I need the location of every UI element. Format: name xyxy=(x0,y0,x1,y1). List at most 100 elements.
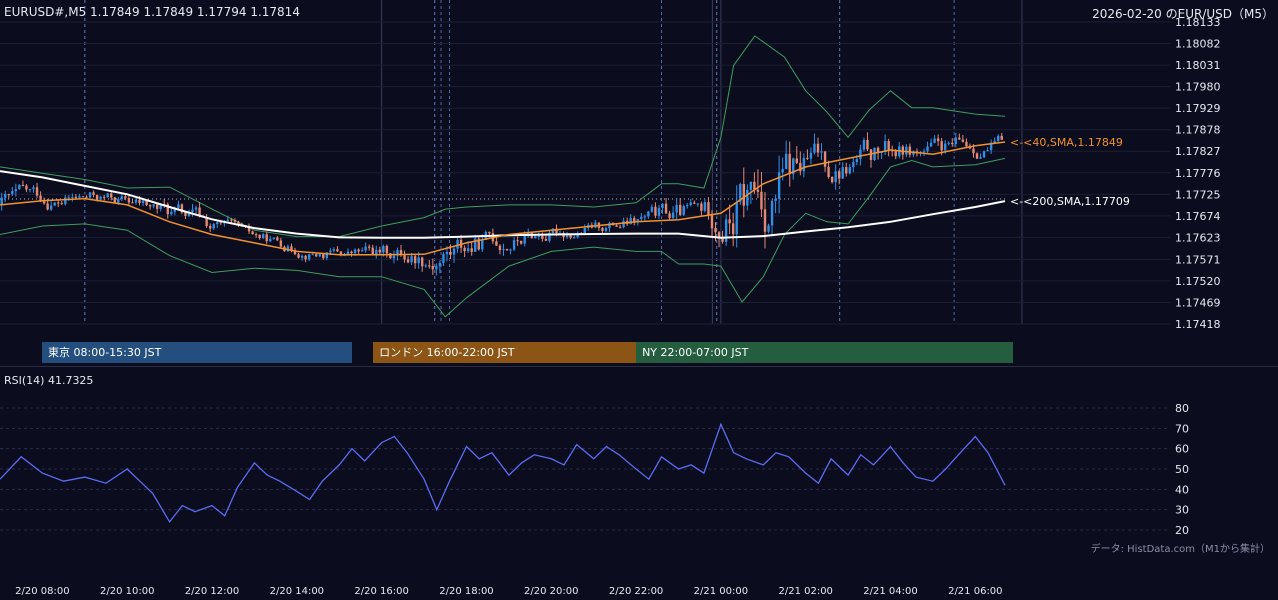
bull-candle xyxy=(452,248,456,255)
price-tick-label: 1.17827 xyxy=(1175,145,1221,158)
bull-candle xyxy=(18,184,21,190)
bear-candle xyxy=(498,245,502,250)
bear-candle xyxy=(198,207,201,216)
bull-candle xyxy=(474,238,477,252)
bull-candle xyxy=(417,257,420,264)
hour-tick-label: 20 xyxy=(544,328,558,330)
hour-tick-label: 2 xyxy=(802,328,809,330)
bear-candle xyxy=(21,184,25,186)
bull-candle xyxy=(88,192,92,198)
bull-candle xyxy=(311,254,314,256)
bear-candle xyxy=(95,194,99,200)
bear-candle xyxy=(431,265,435,270)
price-tick-label: 1.18031 xyxy=(1175,59,1221,72)
bear-candle xyxy=(668,213,671,219)
bull-candle xyxy=(329,250,332,253)
bear-candle xyxy=(148,205,152,207)
panel-divider xyxy=(0,366,1278,367)
bear-candle xyxy=(463,247,466,252)
bear-candle xyxy=(830,177,834,183)
bull-candle xyxy=(986,150,989,152)
bear-candle xyxy=(138,199,141,204)
bear-candle xyxy=(357,249,360,252)
bull-candle xyxy=(512,240,516,250)
bull-candle xyxy=(905,146,908,155)
rsi-tick-label: 20 xyxy=(1175,524,1189,537)
bull-candle xyxy=(770,200,774,226)
price-tick-label: 1.17418 xyxy=(1175,318,1221,330)
hour-tick-label: 12 xyxy=(205,328,219,330)
bull-candle xyxy=(442,254,445,263)
bull-candle xyxy=(187,212,191,216)
bear-candle xyxy=(233,220,237,222)
price-tick-label: 1.17929 xyxy=(1175,102,1221,115)
bull-candle xyxy=(583,228,586,235)
bull-candle xyxy=(703,202,707,211)
bull-candle xyxy=(28,189,32,191)
bull-candle xyxy=(375,249,378,255)
bear-candle xyxy=(39,195,42,202)
price-tick-label: 1.17469 xyxy=(1175,296,1221,309)
rsi-chart: 80 70 60 50 40 30 20 2/20 08:00 2/20 10:00 2/20 1… xyxy=(0,402,1189,597)
time-tick-label: 2/20 12:00 xyxy=(185,586,239,597)
bull-candle xyxy=(657,207,661,216)
bear-candle xyxy=(869,149,873,161)
bear-candle xyxy=(42,201,46,204)
bear-candle xyxy=(763,209,767,232)
bear-candle xyxy=(470,248,473,252)
bollinger-lower-line xyxy=(0,157,1006,318)
rsi-line xyxy=(0,422,1006,524)
bear-candle xyxy=(254,234,258,236)
bull-candle xyxy=(170,211,173,215)
bull-candle xyxy=(781,169,784,173)
bear-candle xyxy=(378,249,382,253)
bear-candle xyxy=(908,146,912,155)
bear-candle xyxy=(972,148,975,154)
bear-candle xyxy=(693,202,696,204)
bull-candle xyxy=(636,218,639,222)
bear-candle xyxy=(495,241,498,246)
bear-candle xyxy=(845,167,848,174)
bull-candle xyxy=(809,152,813,159)
bear-candle xyxy=(290,246,293,251)
bull-candle xyxy=(689,202,692,206)
bull-candle xyxy=(608,222,611,229)
bull-candle xyxy=(855,159,859,162)
bull-candle xyxy=(300,255,304,258)
bear-candle xyxy=(385,246,389,254)
bear-candle xyxy=(166,204,169,215)
bull-candle xyxy=(675,204,678,213)
time-tick-label: 2/21 04:00 xyxy=(863,586,917,597)
bear-candle xyxy=(102,196,106,198)
bear-candle xyxy=(205,217,208,227)
bull-candle xyxy=(841,167,844,179)
bear-candle xyxy=(74,196,78,198)
bull-candle xyxy=(647,211,650,217)
bull-candle xyxy=(944,143,947,151)
bull-candle xyxy=(410,256,413,263)
bear-candle xyxy=(936,138,940,142)
bear-candle xyxy=(742,184,745,206)
bear-candle xyxy=(276,237,279,241)
bull-candle xyxy=(49,205,53,210)
bull-candle xyxy=(152,204,155,207)
bear-candle xyxy=(958,137,961,140)
bull-candle xyxy=(954,137,958,145)
bear-candle xyxy=(413,256,417,264)
bear-candle xyxy=(541,235,544,239)
bear-candle xyxy=(180,204,184,213)
bull-candle xyxy=(67,197,71,199)
price-tick-label: 1.17878 xyxy=(1175,124,1221,137)
bear-candle xyxy=(601,227,604,231)
price-tick-label: 1.17571 xyxy=(1175,253,1221,266)
bull-candle xyxy=(696,203,700,205)
bear-candle xyxy=(731,223,735,235)
bull-candle xyxy=(509,249,512,251)
bear-candle xyxy=(237,221,240,224)
bear-candle xyxy=(728,219,731,224)
price-tick-label: 1.17623 xyxy=(1175,231,1221,244)
hour-tick-label: 22 xyxy=(629,328,643,330)
bear-candle xyxy=(760,191,763,210)
bull-candle xyxy=(929,142,933,147)
price-tick-label: 1.17725 xyxy=(1175,188,1221,201)
